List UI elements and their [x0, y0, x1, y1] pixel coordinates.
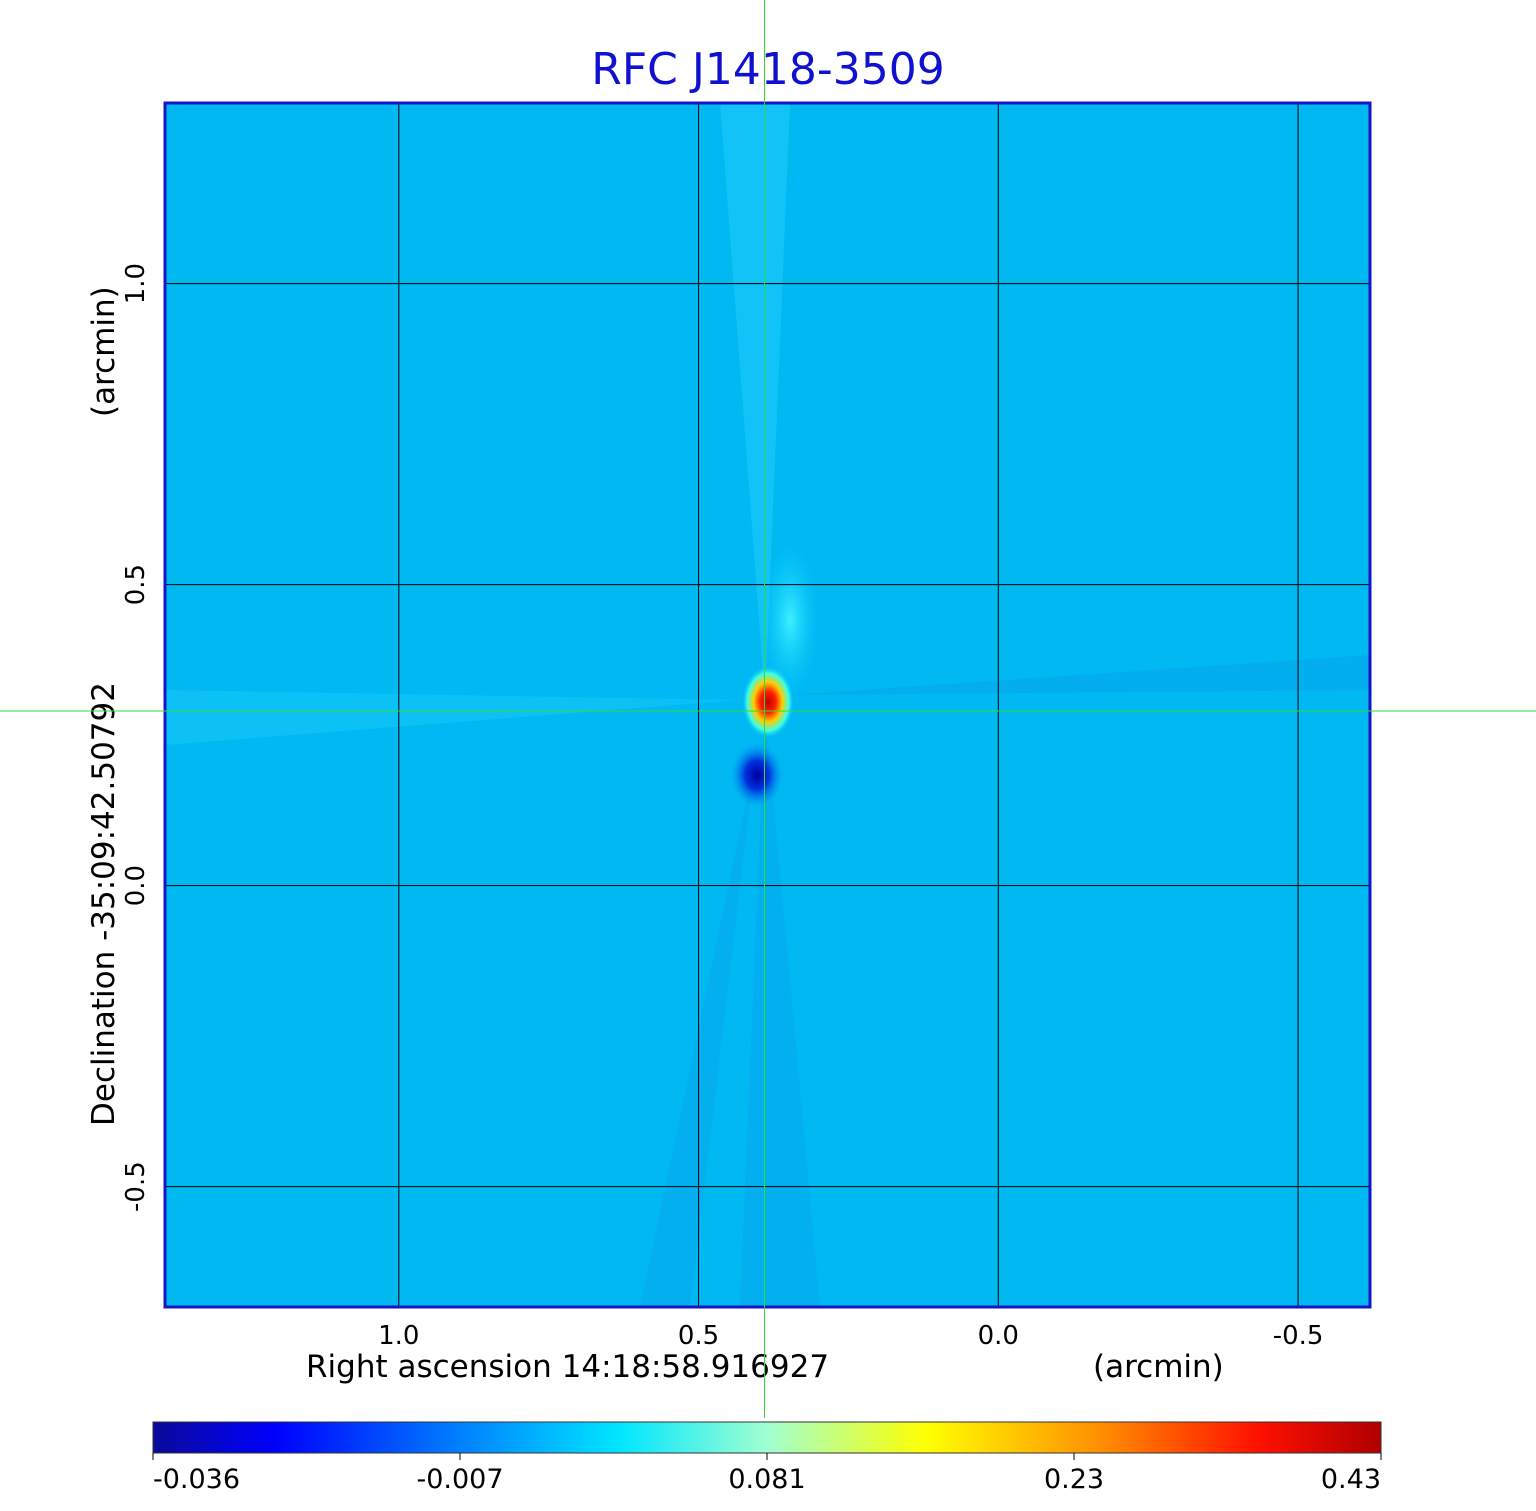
y-axis-label: Declination -35:09:42.50792	[86, 682, 122, 1126]
x-axis-unit: (arcmin)	[1093, 1349, 1224, 1385]
x-axis-label: Right ascension 14:18:58.916927	[306, 1349, 829, 1385]
y-tick-label: 0.0	[121, 865, 151, 906]
x-tick-label: -0.5	[1273, 1321, 1324, 1351]
y-axis-unit: (arcmin)	[86, 286, 122, 417]
x-tick-label: 0.5	[678, 1321, 719, 1351]
glow-feature	[760, 540, 820, 700]
y-tick-label: 0.5	[121, 564, 151, 605]
streak-top	[720, 103, 790, 700]
chart-title: RFC J1418-3509	[591, 44, 944, 95]
streak-left	[165, 690, 740, 745]
peak-feature	[742, 666, 794, 738]
colorbar	[152, 1421, 1382, 1454]
y-tick-label: 1.0	[121, 263, 151, 304]
y-tick-labels: 1.0 0.5 0.0 -0.5	[121, 263, 151, 1212]
streak-right	[790, 655, 1370, 695]
streak-lower-left	[640, 760, 755, 1307]
colorbar-tick-labels: -0.036 -0.007 0.081 0.23 0.43	[152, 1453, 1382, 1495]
streak-bottom	[740, 710, 820, 1307]
x-tick-labels: 1.0 0.5 0.0 -0.5	[378, 1321, 1323, 1351]
colorbar-tick-label: -0.036	[153, 1464, 240, 1495]
colorbar-tick-label: -0.007	[416, 1464, 503, 1495]
plot-frame	[163, 101, 1372, 1309]
grid	[165, 103, 1370, 1307]
negative-feature	[731, 743, 783, 807]
x-tick-label: 0.0	[978, 1321, 1019, 1351]
x-tick-label: 1.0	[378, 1321, 419, 1351]
colorbar-tick-label: 0.081	[728, 1464, 805, 1495]
crosshair	[0, 0, 1536, 1418]
colorbar-tick-label: 0.43	[1321, 1464, 1381, 1495]
colorbar-tick-label: 0.23	[1044, 1464, 1104, 1495]
y-tick-label: -0.5	[121, 1161, 151, 1212]
